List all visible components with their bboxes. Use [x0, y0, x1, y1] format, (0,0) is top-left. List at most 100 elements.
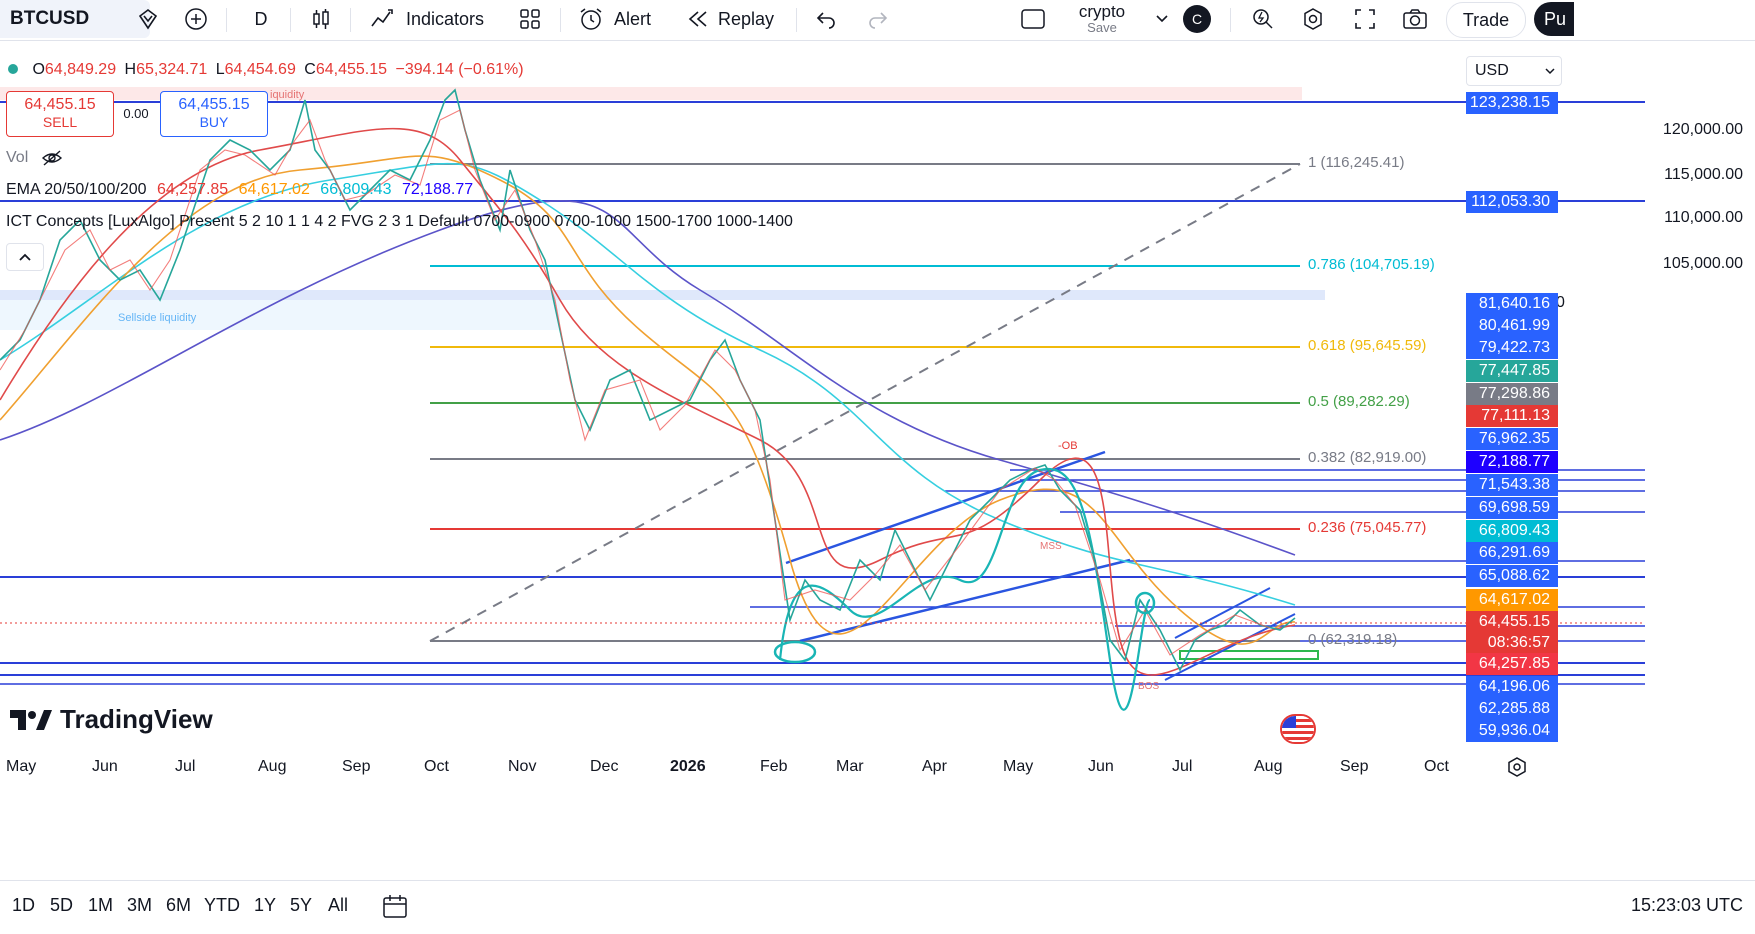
vol-label: Vol: [6, 149, 29, 166]
top-toolbar: BTCUSD D Indicators Alert Replay crypto …: [0, 0, 1755, 41]
eye-hidden-icon[interactable]: [41, 150, 63, 166]
spread-value: 0.00: [123, 106, 149, 121]
range-button-5d[interactable]: 5D: [50, 895, 74, 915]
price-axis-label: 72,188.77: [1466, 451, 1558, 473]
price-axis-label: 64,196.06: [1466, 676, 1558, 698]
time-axis-label: Oct: [1424, 758, 1449, 775]
time-axis-label: Jul: [1172, 758, 1193, 775]
clipped-tick-zero: 0: [1556, 294, 1565, 311]
range-button-6m[interactable]: 6M: [166, 895, 192, 915]
time-axis-label: Mar: [836, 758, 864, 775]
range-button-1y[interactable]: 1Y: [254, 895, 277, 915]
us-flag-icon[interactable]: [1280, 714, 1316, 744]
add-symbol-icon[interactable]: [180, 0, 212, 38]
currency-select[interactable]: USD: [1466, 56, 1562, 86]
buy-price: 64,455.15: [178, 96, 250, 113]
buyside-liquidity-label: iquidity: [270, 89, 305, 101]
publish-button[interactable]: Pu: [1534, 2, 1574, 36]
utc-clock[interactable]: 15:23:03 UTC: [1630, 895, 1743, 915]
price-axis-label: 59,936.04: [1466, 720, 1558, 742]
symbol-watch-icon[interactable]: [132, 0, 164, 38]
range-button-1d[interactable]: 1D: [12, 895, 36, 915]
templates-grid-icon[interactable]: [516, 0, 544, 38]
price-axis-label: 79,422.73: [1466, 337, 1558, 359]
price-axis-label: 62,285.88: [1466, 698, 1558, 720]
avatar-initial: C: [1183, 5, 1211, 33]
ict-legend[interactable]: ICT Concepts [LuxAlgo] Present 5 2 10 1 …: [6, 213, 793, 231]
ohlc-legend: O64,849.29 H65,324.71 L64,454.69 C64,455…: [8, 61, 524, 79]
trade-button[interactable]: Trade: [1446, 2, 1526, 38]
buy-button[interactable]: 64,455.15 BUY: [160, 91, 268, 137]
buyside-liquidity-zone: [0, 87, 1302, 100]
avatar[interactable]: C: [1182, 0, 1212, 38]
redo-icon[interactable]: [864, 0, 892, 38]
time-axis-label: Apr: [922, 758, 947, 775]
ema200-value: 72,188.77: [401, 181, 474, 198]
time-axis-label: Oct: [424, 758, 449, 775]
indicators-button[interactable]: Indicators: [370, 0, 484, 38]
price-axis-label: 81,640.16: [1466, 293, 1558, 315]
ema50-value: 64,617.02: [238, 181, 310, 198]
price-axis[interactable]: [1645, 46, 1755, 836]
highlight-ellipse-2: [1134, 591, 1156, 615]
sell-button[interactable]: 64,455.15 SELL: [6, 91, 114, 137]
interval-button[interactable]: D: [246, 0, 276, 38]
settings-gear-icon[interactable]: [1298, 0, 1328, 38]
chart-settings-icon[interactable]: [1506, 756, 1528, 778]
chart-type-candles-icon[interactable]: [306, 0, 336, 38]
price-axis-label: 64,617.02: [1466, 589, 1558, 611]
fib-level-label: 0.236 (75,045.77): [1308, 519, 1427, 536]
fib-level-label: 0 (62,319.18): [1308, 631, 1398, 648]
change-value: −394.14 (−0.61%): [395, 61, 524, 78]
channel-lines[interactable]: [785, 450, 1296, 681]
price-axis-label: 69,698.59: [1466, 497, 1558, 519]
fib-retracement[interactable]: [429, 163, 1301, 642]
ema-legend[interactable]: EMA 20/50/100/200 64,257.85 64,617.02 66…: [6, 181, 473, 199]
camera-icon[interactable]: [1400, 0, 1430, 38]
quick-search-icon[interactable]: [1248, 0, 1278, 38]
fullscreen-icon[interactable]: [1350, 0, 1380, 38]
trade-label: Trade: [1462, 9, 1510, 30]
ema-lines: [0, 127, 1296, 711]
indicators-icon: [371, 9, 393, 27]
time-axis-label: Aug: [258, 758, 287, 775]
price-tick: 110,000.00: [1664, 209, 1743, 226]
layout-square-icon[interactable]: [1018, 0, 1048, 38]
range-button-all[interactable]: All: [328, 895, 349, 915]
symbol-label: BTCUSD: [10, 8, 90, 29]
price-axis-label: 80,461.99: [1466, 315, 1558, 337]
collapse-legend-button[interactable]: [6, 243, 44, 271]
time-axis-label: May: [6, 758, 37, 775]
symbol-search[interactable]: BTCUSD: [0, 0, 150, 38]
chevron-up-icon: [19, 253, 31, 261]
range-button-1m[interactable]: 1M: [88, 895, 114, 915]
replay-label: Replay: [718, 8, 775, 29]
bos-label: BOS: [1138, 681, 1160, 692]
low-value: 64,454.69: [224, 61, 296, 78]
bottom-toolbar: 1D 5D 1M 3M 6M YTD 1Y 5Y All 15:23:03 UTC: [0, 880, 1755, 934]
price-axis-label: 71,543.38: [1466, 474, 1558, 496]
range-button-3m[interactable]: 3M: [127, 895, 153, 915]
date-range-calendar-icon[interactable]: [382, 893, 408, 924]
chevron-down-icon[interactable]: [1152, 0, 1172, 38]
alert-button[interactable]: Alert: [578, 0, 651, 38]
undo-icon[interactable]: [812, 0, 840, 38]
price-axis-label: 77,298.86: [1466, 383, 1558, 405]
range-button-ytd[interactable]: YTD: [204, 895, 240, 915]
price-axis-label: 64,455.15: [1466, 611, 1558, 633]
sell-price: 64,455.15: [24, 96, 96, 113]
time-axis-label: May: [1003, 758, 1034, 775]
tradingview-logo[interactable]: TradingView: [10, 704, 213, 735]
market-status-dot: [8, 64, 18, 74]
order-block-label: -OB: [1058, 440, 1078, 452]
ict-label: ICT Concepts [LuxAlgo] Present 5 2 10 1 …: [6, 213, 793, 230]
time-axis-label: Nov: [508, 758, 537, 775]
volume-legend[interactable]: Vol: [6, 149, 63, 167]
time-axis-label: Feb: [760, 758, 788, 775]
range-button-5y[interactable]: 5Y: [290, 895, 313, 915]
replay-button[interactable]: Replay: [686, 0, 774, 38]
price-axis-label: 76,962.35: [1466, 428, 1558, 450]
layout-name-button[interactable]: crypto Save: [1070, 0, 1134, 38]
layout-save-label: Save: [1087, 20, 1117, 35]
sellside-liquidity-zone: [0, 290, 1325, 300]
